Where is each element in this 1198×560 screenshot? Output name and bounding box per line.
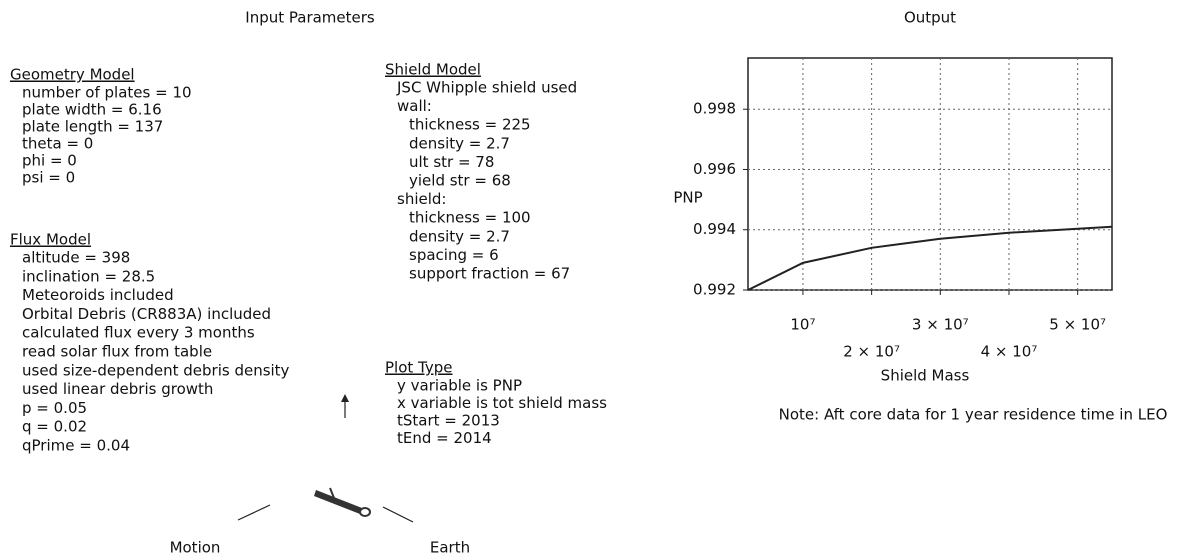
parameter: theta = 0 (22, 135, 93, 153)
parameter: yield str = 68 (409, 172, 511, 190)
parameter: y variable is PNP (397, 377, 522, 395)
parameter: q = 0.02 (22, 418, 87, 436)
motion-label: Motion (170, 539, 221, 557)
section-title: Output (904, 9, 956, 27)
parameter: spacing = 6 (409, 246, 499, 264)
section-heading: Plot Type (385, 359, 453, 377)
parameter: read solar flux from table (22, 343, 212, 361)
parameter: tEnd = 2014 (397, 429, 492, 447)
projectile-icon (314, 488, 370, 516)
section-heading: Shield Model (385, 61, 481, 79)
motion-line (238, 505, 270, 520)
earth-line (383, 507, 413, 522)
parameter: x variable is tot shield mass (397, 394, 607, 412)
section-title: Input Parameters (245, 9, 375, 27)
parameter: wall: (397, 97, 432, 115)
parameter: thickness = 225 (409, 116, 531, 134)
parameter: inclination = 28.5 (22, 267, 155, 285)
section-heading: Flux Model (10, 231, 91, 249)
y-tick-label: 0.996 (693, 160, 736, 178)
x-axis-label: Shield Mass (881, 367, 970, 385)
x-tick-label: 10⁷ (790, 316, 815, 334)
parameter: ult str = 78 (409, 153, 494, 171)
arrow-head (341, 394, 349, 402)
parameter: phi = 0 (22, 152, 77, 170)
x-tick-label: 2 × 10⁷ (843, 343, 900, 361)
x-tick-label: 4 × 10⁷ (981, 343, 1038, 361)
parameter: shield: (397, 190, 446, 208)
parameter: plate width = 6.16 (22, 101, 162, 119)
parameter: altitude = 398 (22, 249, 130, 267)
parameter: qPrime = 0.04 (22, 437, 130, 455)
x-tick-label: 5 × 10⁷ (1049, 316, 1106, 334)
parameter: Orbital Debris (CR883A) included (22, 305, 271, 323)
parameter: psi = 0 (22, 169, 75, 187)
y-axis-label: PNP (673, 189, 702, 207)
y-tick-label: 0.994 (693, 220, 736, 238)
x-tick-label: 3 × 10⁷ (912, 316, 969, 334)
parameter: support fraction = 67 (409, 265, 570, 283)
y-tick-label: 0.998 (693, 100, 736, 118)
parameter: JSC Whipple shield used (396, 79, 577, 97)
section-heading: Geometry Model (10, 66, 135, 84)
parameter: used linear debris growth (22, 380, 213, 398)
parameter: plate length = 137 (22, 118, 163, 136)
page: Input Parameters Output Motion Earth PNP… (0, 0, 1198, 560)
parameter: Meteoroids included (22, 286, 174, 304)
note: Note: Aft core data for 1 year residence… (779, 406, 1168, 424)
parameter: number of plates = 10 (22, 84, 192, 102)
parameter: used size-dependent debris density (22, 361, 290, 379)
parameter: thickness = 100 (409, 209, 531, 227)
parameter: density = 2.7 (409, 227, 510, 245)
parameter: tStart = 2013 (397, 412, 500, 430)
parameter: p = 0.05 (22, 399, 87, 417)
parameter: density = 2.7 (409, 134, 510, 152)
parameter: calculated flux every 3 months (22, 324, 255, 342)
earth-label: Earth (430, 539, 470, 557)
y-tick-label: 0.992 (693, 281, 736, 299)
